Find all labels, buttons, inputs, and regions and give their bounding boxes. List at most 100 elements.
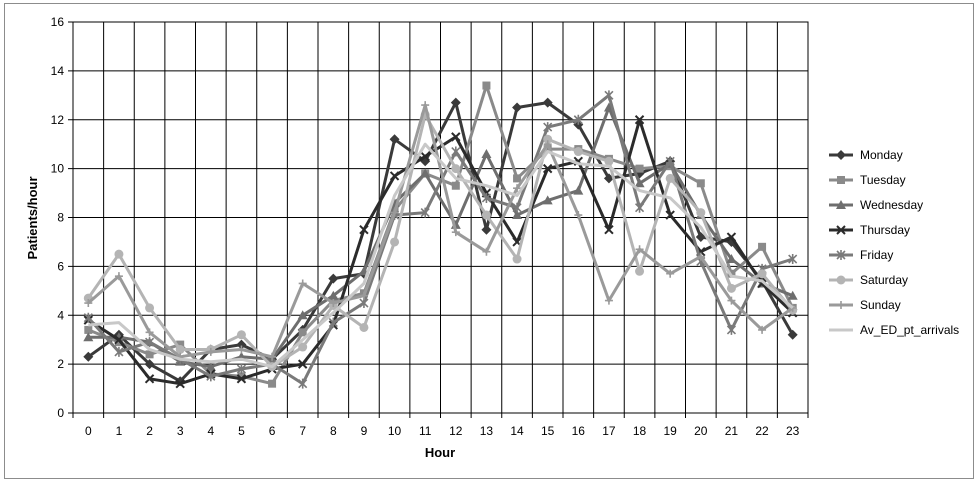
data-point-sunday [329,299,338,308]
x-tick-label: 6 [269,424,276,438]
data-point-sunday [237,345,246,354]
x-tick-label: 20 [694,424,708,438]
data-point-friday [83,312,93,323]
data-point-monday [236,339,247,350]
data-point-thursday [634,115,645,125]
data-point-thursday [420,151,430,162]
y-tick-label: 16 [51,15,65,29]
data-point-saturday [359,322,369,332]
data-point-thursday [726,232,737,242]
x-tick-label: 3 [177,424,184,438]
data-point-saturday [298,342,308,352]
x-tick-label: 15 [541,424,555,438]
data-point-friday [726,324,737,335]
series-line-saturday [87,113,794,369]
data-point-tuesday [635,164,644,173]
data-point-saturday [114,249,124,259]
series-line-av-ed-pt-arrivals [88,142,794,369]
y-axis-ticks: 0 2 4 6 8 10 12 14 16 [51,15,73,420]
data-point-friday [512,202,522,213]
series-line-thursday [87,118,794,386]
data-point-tuesday [268,379,277,388]
data-point-friday [298,378,308,389]
data-point-monday [450,97,461,108]
data-point-monday [695,232,706,243]
data-point-saturday [573,147,583,157]
data-point-sunday [543,140,552,149]
data-point-friday [604,90,614,101]
data-point-sunday [268,352,277,361]
x-tick-label: 14 [510,424,524,438]
data-point-tuesday [758,242,767,251]
legend-item-saturday: Saturday [829,273,908,287]
x-tick-label: 1 [116,424,123,438]
legend-marker [837,301,845,309]
y-tick-label: 10 [51,162,65,176]
data-point-sunday [604,296,613,305]
x-tick-label: 21 [725,424,739,438]
legend-item-thursday: Thursday [829,223,910,237]
x-tick-label: 11 [419,424,432,438]
data-point-tuesday [237,372,246,381]
legend-marker [837,176,845,184]
x-tick-label: 12 [449,424,463,438]
y-tick-label: 8 [57,211,64,225]
data-point-wednesday [512,210,523,220]
data-point-saturday [175,344,185,354]
legend-item-sunday: Sunday [829,298,901,312]
data-point-friday [634,202,645,213]
x-tick-label: 2 [146,424,153,438]
legend-item-friday: Friday [829,248,893,262]
legend-label: Thursday [860,223,910,237]
data-point-sunday [390,208,399,217]
data-point-friday [481,192,492,203]
series-friday [83,90,798,389]
x-axis-ticks: 0 1 2 3 4 5 6 7 8 9 10 11 12 13 14 15 16 17 18 19 20 21 22 23 [72,413,809,438]
x-axis-title: Hour [425,445,455,460]
legend-marker [836,250,846,260]
data-point-saturday [665,173,675,183]
data-point-sunday [696,252,705,261]
x-tick-label: 10 [388,424,402,438]
series-sunday [84,101,797,361]
data-point-saturday [451,164,461,174]
data-point-wednesday [634,178,645,188]
data-point-monday [787,329,798,340]
x-tick-label: 4 [207,424,214,438]
data-point-friday [573,114,583,125]
data-point-thursday [144,374,155,384]
data-point-friday [144,337,155,348]
y-tick-label: 6 [57,259,64,273]
series-thursday [83,115,798,389]
data-point-saturday [145,303,155,313]
legend-marker [836,225,846,235]
x-tick-label: 23 [786,424,800,438]
data-point-saturday [635,266,645,276]
legend-label: Saturday [860,273,908,287]
legend: Monday Tuesday Wednesday Thursday Friday Satu… [829,148,959,337]
legend-label: Sunday [860,298,901,312]
legend-marker [836,275,846,285]
data-point-friday [420,207,430,218]
data-point-thursday [114,334,124,345]
data-point-monday [389,134,400,145]
data-point-thursday [297,359,308,369]
data-point-saturday [512,254,522,264]
series-saturday [83,110,798,372]
data-point-wednesday [726,254,737,264]
data-point-tuesday [451,181,460,190]
data-point-monday [542,97,553,108]
x-tick-label: 7 [299,424,306,438]
data-point-friday [543,122,553,133]
data-point-thursday [389,171,400,181]
data-point-thursday [359,225,369,235]
data-point-saturday [726,283,736,293]
x-tick-label: 5 [238,424,245,438]
data-point-sunday [727,296,736,305]
data-point-friday [328,317,338,328]
x-tick-label: 19 [664,424,678,438]
legend-item-monday: Monday [829,148,903,162]
series-group [83,81,798,389]
data-point-saturday [481,210,491,220]
y-tick-label: 12 [51,113,65,127]
